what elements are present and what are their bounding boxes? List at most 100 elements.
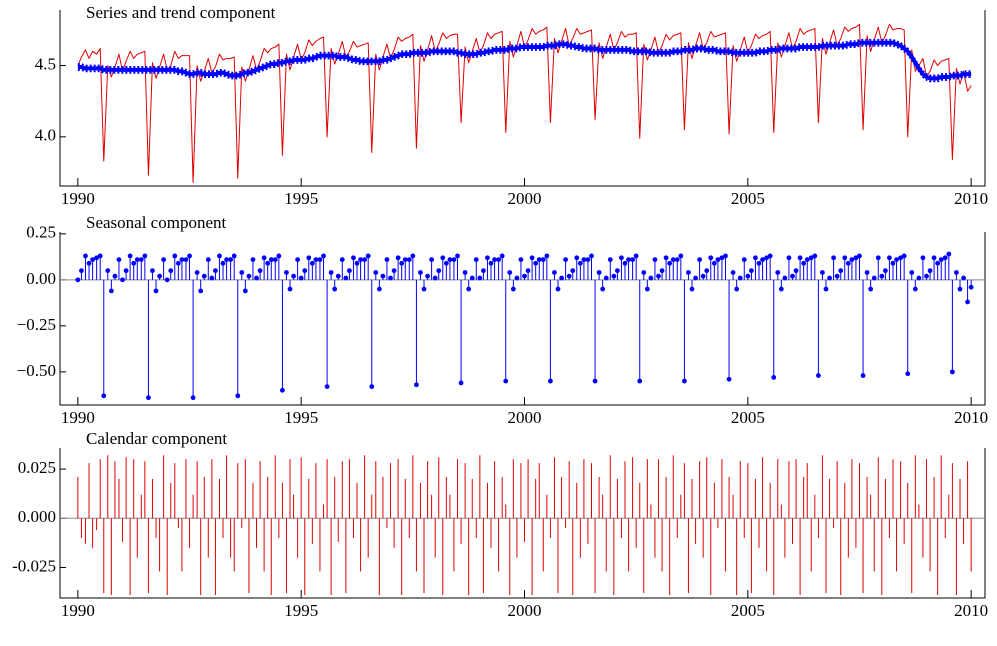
stem-dot xyxy=(369,384,375,389)
stem-dot xyxy=(622,260,628,266)
stem-dot xyxy=(965,299,970,305)
stem-dot xyxy=(700,273,706,279)
axis-frame xyxy=(59,10,986,187)
stem-dot xyxy=(351,255,356,261)
stem-dot xyxy=(674,257,680,263)
stem-dot xyxy=(406,257,412,263)
stem-dot xyxy=(753,255,758,261)
stem-dot xyxy=(827,275,832,281)
y-tick-label: -0.025 xyxy=(12,556,56,575)
stem-dot xyxy=(123,268,129,274)
stem-dot xyxy=(887,255,892,261)
stem-dot xyxy=(86,260,92,266)
stem-dot xyxy=(670,257,676,263)
stem-dot xyxy=(295,257,301,263)
stem-dot xyxy=(451,257,457,263)
stem-dot xyxy=(882,268,888,274)
stem-dot xyxy=(469,275,475,281)
stem-dot xyxy=(637,378,643,384)
stem-dot xyxy=(894,257,899,263)
series-line xyxy=(77,38,972,77)
y-tick-label: 0.25 xyxy=(26,223,56,242)
stem-dot xyxy=(150,268,155,274)
stem-dot xyxy=(205,257,211,263)
stem-dot xyxy=(920,255,926,261)
series-line xyxy=(77,40,972,81)
stem-dot xyxy=(339,257,345,263)
stem-dot xyxy=(235,393,241,399)
y-tick-label: 0.00 xyxy=(26,269,56,288)
stem-dot xyxy=(954,270,959,275)
stem-dot xyxy=(242,288,248,294)
stem-dot xyxy=(898,255,903,261)
stem-dot xyxy=(775,270,781,275)
stem-dot xyxy=(949,369,955,375)
stem-dot xyxy=(912,286,918,292)
stem-dot xyxy=(209,275,215,281)
stem-dot xyxy=(138,257,144,263)
stem-dot xyxy=(376,286,382,292)
stem-dot xyxy=(239,270,245,275)
stem-dot xyxy=(172,253,178,259)
stem-dot xyxy=(146,395,151,401)
stem-dot xyxy=(946,251,952,257)
stem-dot xyxy=(518,257,524,263)
stem-dot xyxy=(332,286,338,292)
stem-dot xyxy=(689,286,695,292)
stem-dot xyxy=(570,268,576,274)
stem-dot xyxy=(317,257,323,263)
stem-dot xyxy=(116,257,122,263)
stem-dot xyxy=(771,374,777,380)
stem-dot xyxy=(492,257,497,263)
stem-dot xyxy=(619,255,624,261)
stem-dot xyxy=(767,253,773,259)
stem-dot xyxy=(157,273,163,279)
stem-dot xyxy=(857,253,862,259)
x-tick-label: 2005 xyxy=(731,189,765,208)
stem-dot xyxy=(927,268,933,274)
stem-dot xyxy=(581,257,587,263)
stem-dot xyxy=(90,257,96,263)
stem-dot xyxy=(678,253,684,259)
stem-dot xyxy=(257,268,263,274)
y-tick-label: 0.025 xyxy=(18,458,56,477)
stem-dot xyxy=(615,268,620,274)
stem-dot xyxy=(916,275,922,281)
stem-dot xyxy=(600,286,606,292)
stem-dot xyxy=(284,270,289,275)
stem-dot xyxy=(429,257,435,263)
stem-dot xyxy=(682,378,687,384)
stem-dot xyxy=(804,257,810,263)
x-tick-label: 2010 xyxy=(954,408,988,427)
x-tick-label: 1990 xyxy=(61,408,95,427)
stem-dot xyxy=(879,273,885,279)
stem-dot xyxy=(194,270,200,275)
panel-title: Seasonal component xyxy=(86,213,226,232)
stem-dot xyxy=(574,255,580,261)
x-tick-label: 2000 xyxy=(508,408,542,427)
stem-dot xyxy=(708,255,714,261)
stem-dot xyxy=(723,253,728,259)
stem-dot xyxy=(540,257,546,263)
stem-dot xyxy=(198,288,204,294)
stem-dot xyxy=(942,255,948,261)
stem-dot xyxy=(536,257,542,263)
stem-dot xyxy=(443,260,449,266)
stem-dot xyxy=(440,255,446,261)
x-tick-label: 1995 xyxy=(284,189,318,208)
stem-dot xyxy=(797,255,803,261)
series-line xyxy=(77,44,972,83)
stem-dot xyxy=(845,260,851,266)
stem-dot xyxy=(481,268,486,274)
stem-dot xyxy=(321,253,326,259)
stem-dot xyxy=(436,268,442,274)
stem-dot xyxy=(358,257,363,263)
stem-dot xyxy=(272,257,278,263)
stem-dot xyxy=(849,257,855,263)
stem-dot xyxy=(741,257,747,263)
stem-dot xyxy=(425,273,430,279)
stem-dot xyxy=(901,253,907,259)
stem-dot xyxy=(187,253,192,259)
